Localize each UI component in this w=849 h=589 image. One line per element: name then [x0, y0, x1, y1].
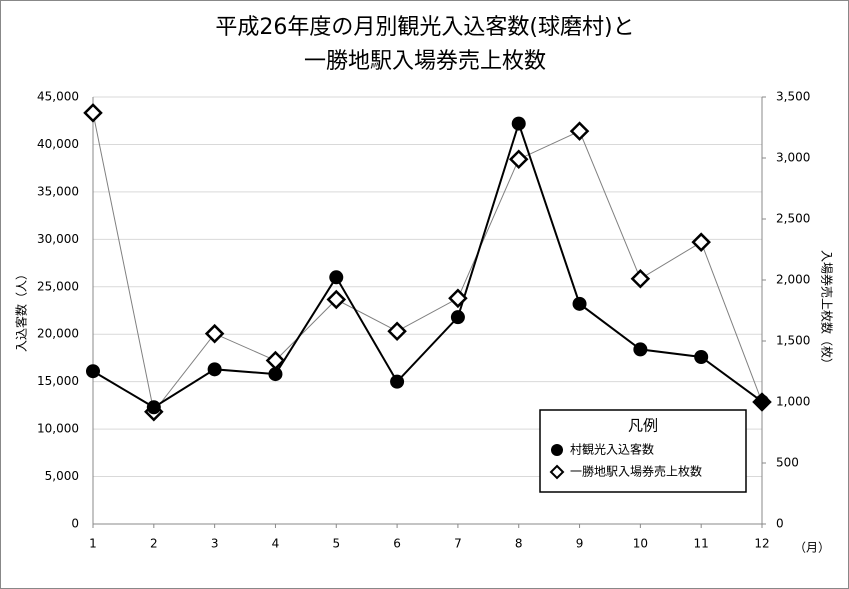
- data-point: [83, 103, 103, 123]
- y-tick-label: 45,000: [37, 90, 79, 104]
- data-point: [755, 394, 769, 409]
- legend-title: 凡例: [628, 417, 658, 435]
- x-tick-label: 4: [272, 537, 280, 551]
- y2-axis-label: 入場券売上枚数（枚）: [820, 250, 835, 370]
- y-tick-label: 15,000: [37, 374, 79, 388]
- y2-tick-label: 0: [776, 517, 784, 531]
- data-point: [146, 400, 161, 415]
- data-point: [326, 289, 347, 310]
- legend-box: [539, 409, 747, 493]
- x-tick-label: 10: [633, 537, 648, 551]
- x-tick-label: 12: [754, 537, 769, 551]
- data-point: [387, 321, 407, 342]
- y-tick-label: 10,000: [37, 422, 79, 436]
- data-point: [694, 349, 709, 364]
- x-tick-label: 8: [515, 537, 523, 551]
- data-point: [633, 342, 648, 357]
- x-tick-label: 5: [332, 537, 340, 551]
- x-tick-label: 7: [454, 537, 462, 551]
- data-point: [390, 374, 405, 389]
- series-line: [92, 120, 763, 409]
- y-tick-label: 40,000: [37, 137, 79, 151]
- y2-tick-label: 1,000: [776, 395, 810, 409]
- y-tick-label: 5,000: [45, 469, 79, 483]
- data-point: [508, 149, 529, 169]
- y2-tick-label: 2,000: [776, 273, 810, 287]
- data-point: [329, 270, 344, 285]
- y2-tick-label: 2,500: [776, 212, 810, 226]
- x-tick-label: 2: [150, 537, 158, 551]
- x-tick-label: 3: [211, 537, 219, 551]
- y2-tick-label: 3,000: [776, 151, 810, 165]
- x-tick-label: 1: [89, 537, 97, 551]
- y-tick-label: 20,000: [37, 327, 79, 341]
- y-tick-label: 0: [71, 517, 79, 531]
- y2-tick-label: 1,500: [776, 334, 810, 348]
- data-point: [86, 364, 100, 379]
- chart-title: 一勝地駅入場券売上枚数: [304, 49, 546, 74]
- series-line: [92, 112, 763, 413]
- data-point: [204, 323, 225, 344]
- data-point: [691, 232, 711, 252]
- y-tick-label: 25,000: [37, 279, 79, 293]
- data-point: [450, 310, 465, 325]
- data-point: [630, 269, 651, 289]
- legend-label: 一勝地駅入場券売上枚数: [570, 464, 702, 479]
- y-tick-label: 35,000: [37, 184, 79, 198]
- y2-tick-label: 3,500: [776, 90, 810, 104]
- legend-marker: [551, 444, 563, 456]
- x-tick-label: 11: [694, 537, 709, 551]
- x-tick-label: 6: [393, 537, 401, 551]
- data-point: [207, 362, 222, 377]
- legend-marker: [549, 464, 565, 480]
- data-point: [268, 367, 283, 382]
- data-point: [511, 116, 526, 131]
- y2-tick-label: 500: [776, 456, 799, 470]
- data-point: [569, 121, 590, 141]
- x-axis-unit: （月）: [794, 541, 830, 555]
- y-tick-label: 30,000: [37, 232, 79, 246]
- x-tick-label: 9: [576, 537, 584, 551]
- data-point: [448, 288, 468, 309]
- data-point: [572, 296, 587, 311]
- legend-label: 村観光入込客数: [570, 442, 654, 457]
- chart-title: 平成26年度の月別観光入込客数(球磨村)と: [215, 15, 634, 40]
- y-axis-label: 入込客数（人）: [14, 268, 29, 352]
